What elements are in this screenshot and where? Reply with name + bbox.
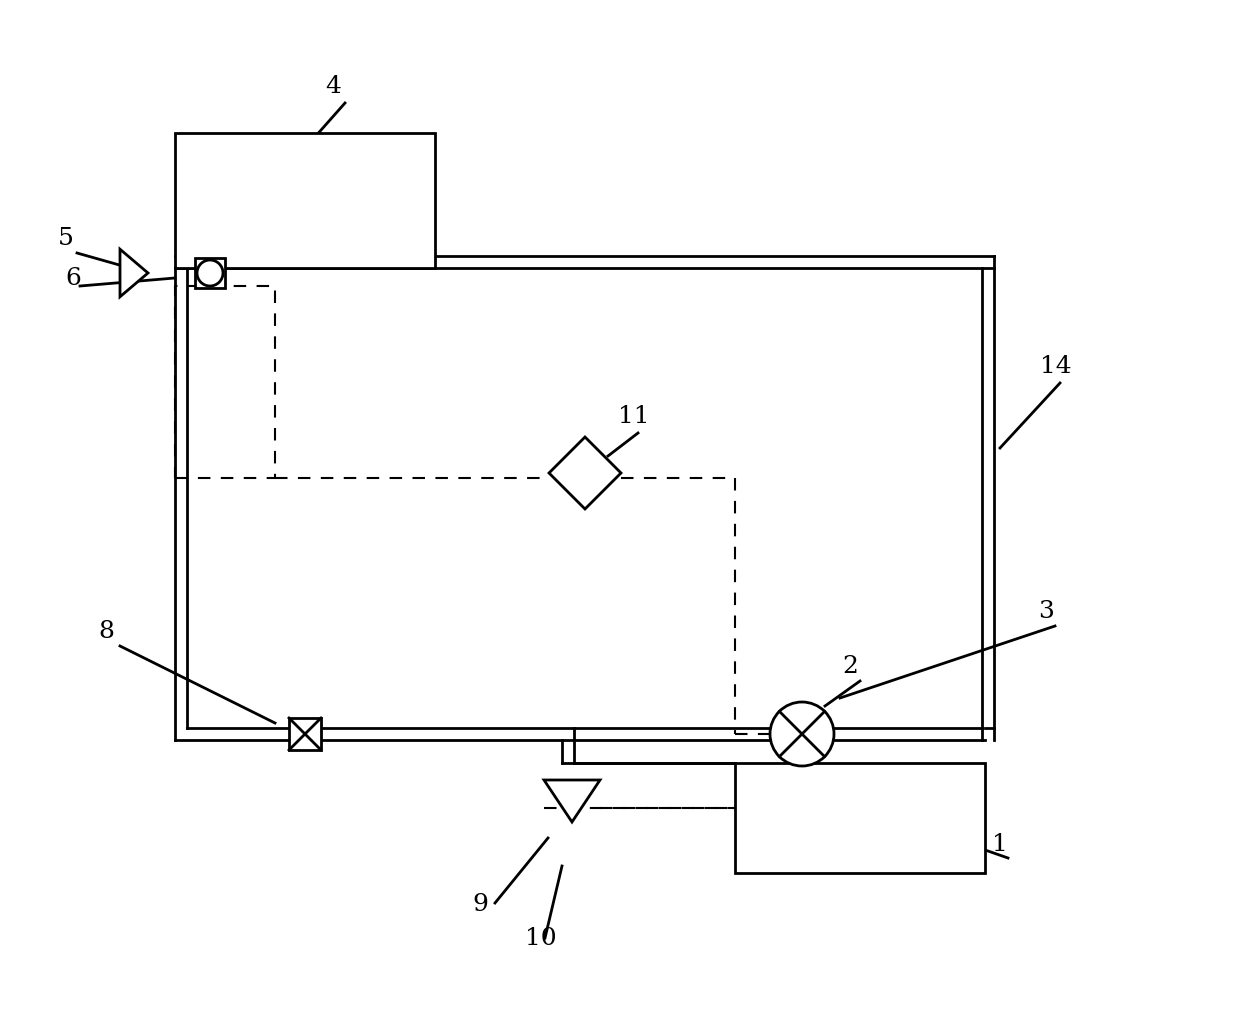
Text: 10: 10 <box>525 927 557 950</box>
Text: 4: 4 <box>325 75 341 98</box>
Text: 5: 5 <box>58 227 74 250</box>
Bar <box>289 718 321 750</box>
Circle shape <box>770 702 835 766</box>
Polygon shape <box>544 780 600 822</box>
Text: 9: 9 <box>472 893 487 916</box>
Text: 15: 15 <box>236 195 267 218</box>
Text: 6: 6 <box>64 267 81 290</box>
Text: 3: 3 <box>1038 600 1054 623</box>
Text: 14: 14 <box>1040 355 1071 378</box>
Circle shape <box>197 260 223 286</box>
Text: 2: 2 <box>842 655 858 678</box>
Bar <box>735 763 985 873</box>
Bar <box>195 258 224 288</box>
Bar <box>175 133 435 268</box>
Text: 11: 11 <box>618 405 650 428</box>
Text: 1: 1 <box>992 833 1008 856</box>
Polygon shape <box>549 437 621 509</box>
Text: 8: 8 <box>98 620 114 642</box>
Polygon shape <box>120 249 148 297</box>
